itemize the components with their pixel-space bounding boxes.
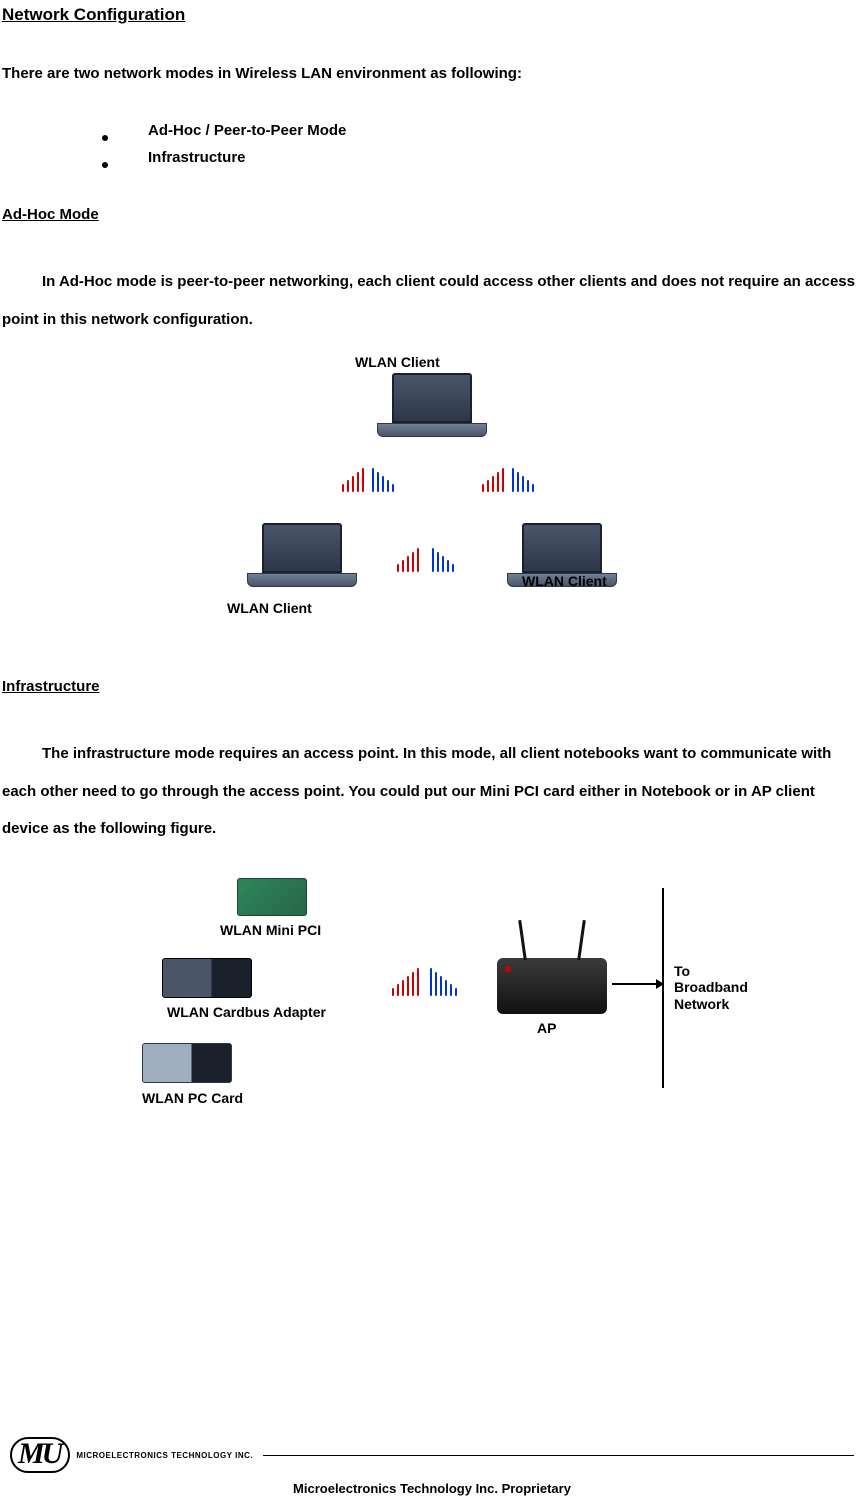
cardbus-label: WLAN Cardbus Adapter (167, 1004, 326, 1020)
list-item: Infrastructure (102, 149, 862, 166)
list-item: Ad-Hoc / Peer-to-Peer Mode (102, 122, 862, 139)
signal-icon (342, 468, 364, 492)
wlan-client-label: WLAN Client (227, 600, 312, 616)
pc-card-label: WLAN PC Card (142, 1090, 243, 1106)
page-title: Network Configuration (2, 5, 862, 25)
arrow-icon (612, 983, 662, 985)
bullet-list: Ad-Hoc / Peer-to-Peer Mode Infrastructur… (102, 122, 862, 166)
infra-body: The infrastructure mode requires an acce… (2, 735, 862, 848)
company-logo: MU MICROELECTRONICS TECHNOLOGY INC. (10, 1437, 253, 1473)
footer-rule (263, 1455, 854, 1456)
signal-icon (392, 968, 419, 996)
signal-icon (372, 468, 394, 492)
adhoc-heading: Ad-Hoc Mode (2, 206, 862, 223)
cardbus-adapter-icon (162, 958, 252, 998)
adhoc-body: In Ad-Hoc mode is peer-to-peer networkin… (2, 263, 862, 338)
wlan-client-node (247, 523, 357, 593)
infra-heading: Infrastructure (2, 678, 862, 695)
adhoc-diagram: WLAN Client WLAN Client WLAN Client (2, 368, 862, 648)
mini-pci-label: WLAN Mini PCI (220, 922, 321, 938)
page-footer: MU MICROELECTRONICS TECHNOLOGY INC. Micr… (0, 1437, 864, 1496)
infra-diagram: WLAN Mini PCI WLAN Cardbus Adapter WLAN … (2, 878, 862, 1138)
pc-card-icon (142, 1043, 232, 1083)
signal-icon (432, 548, 454, 572)
logo-mark: MU (10, 1437, 70, 1473)
bullet-icon (102, 135, 108, 141)
bullet-label: Ad-Hoc / Peer-to-Peer Mode (148, 122, 346, 139)
mini-pci-card-icon (237, 878, 307, 916)
broadband-label: To Broadband Network (674, 963, 748, 1013)
ap-label: AP (537, 1020, 556, 1036)
wlan-client-node (377, 373, 487, 443)
signal-icon (482, 468, 504, 492)
wlan-client-label: WLAN Client (355, 354, 440, 370)
logo-text: MICROELECTRONICS TECHNOLOGY INC. (76, 1451, 253, 1460)
footer-proprietary: Microelectronics Technology Inc. Proprie… (0, 1481, 864, 1496)
access-point-icon (497, 958, 607, 1014)
signal-icon (397, 548, 419, 572)
signal-icon (512, 468, 534, 492)
bullet-label: Infrastructure (148, 149, 246, 166)
bullet-icon (102, 162, 108, 168)
signal-icon (430, 968, 457, 996)
wlan-client-label: WLAN Client (522, 573, 607, 589)
intro-text: There are two network modes in Wireless … (2, 65, 862, 82)
